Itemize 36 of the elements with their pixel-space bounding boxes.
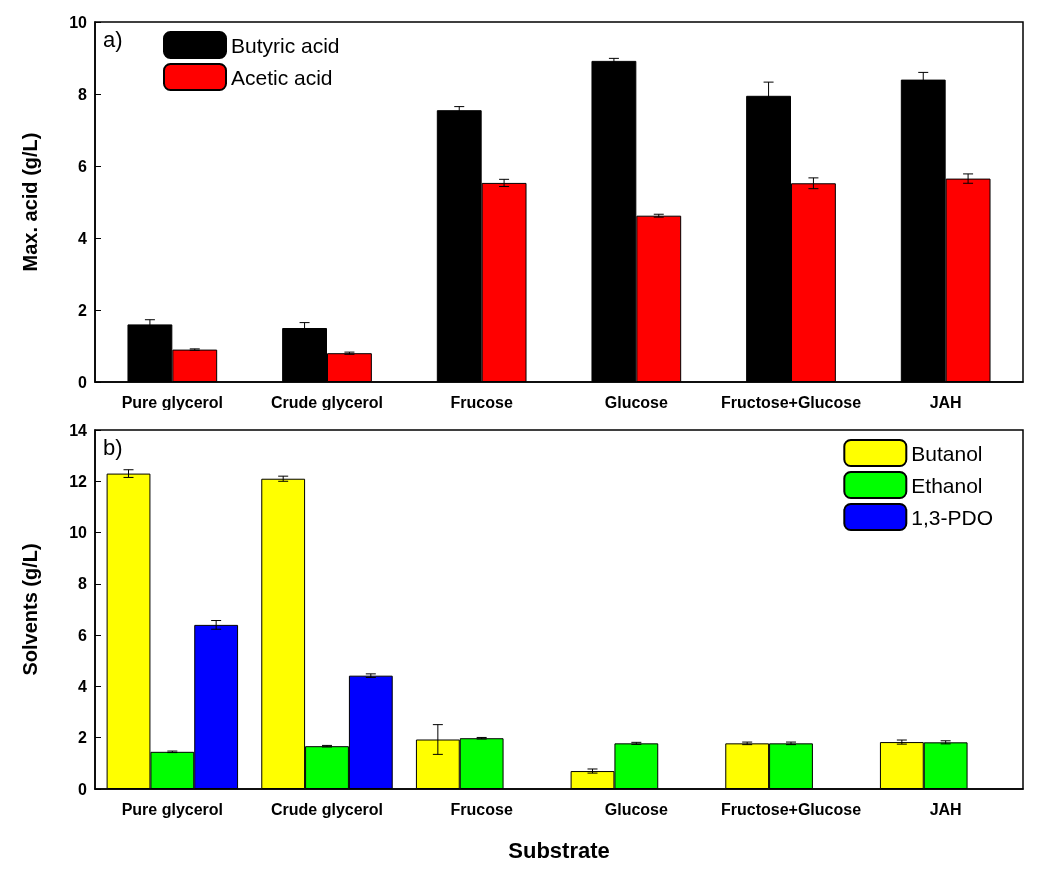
x-axis-title: Substrate <box>508 837 610 863</box>
x-tick-label: Frucose <box>450 800 513 818</box>
y-axis-title: Max. acid (g/L) <box>19 132 41 272</box>
x-tick-label: Pure glycerol <box>121 800 224 818</box>
x-tick-label: Glucose <box>604 393 668 411</box>
y-tick-label: 8 <box>78 85 88 103</box>
x-tick-label: Crude glycerol <box>270 800 384 818</box>
y-tick-label: 10 <box>69 13 88 31</box>
y-tick-label: 14 <box>69 421 88 439</box>
x-tick-label: Fructose+Glucose <box>720 393 862 411</box>
x-tick-label: Crude glycerol <box>270 393 384 411</box>
y-tick-label: 8 <box>78 575 88 593</box>
legend-label: Butyric acid <box>231 33 340 57</box>
legend-label: Butanol <box>911 441 983 465</box>
x-tick-label: Glucose <box>604 800 668 818</box>
y-tick-label: 4 <box>78 677 88 695</box>
y-axis-title: Solvents (g/L) <box>19 543 41 676</box>
x-tick-label: Frucose <box>450 393 513 411</box>
legend-label: Ethanol <box>911 473 983 497</box>
y-tick-label: 6 <box>78 157 88 175</box>
x-tick-label: JAH <box>929 800 962 818</box>
x-tick-label: Pure glycerol <box>121 393 224 411</box>
legend-label: Acetic acid <box>231 65 333 89</box>
y-tick-label: 2 <box>78 729 88 747</box>
x-tick-label: Fructose+Glucose <box>720 800 862 818</box>
annotation: b) <box>103 434 123 460</box>
x-tick-label: JAH <box>929 393 962 411</box>
y-tick-label: 12 <box>69 472 88 490</box>
y-tick-label: 10 <box>69 524 88 542</box>
y-tick-label: 0 <box>78 373 88 391</box>
legend-label: 1,3-PDO <box>911 505 994 529</box>
y-tick-label: 0 <box>78 780 88 798</box>
annotation: a) <box>103 26 123 52</box>
y-tick-label: 4 <box>78 229 88 247</box>
y-tick-label: 6 <box>78 626 88 644</box>
y-tick-label: 2 <box>78 301 88 319</box>
